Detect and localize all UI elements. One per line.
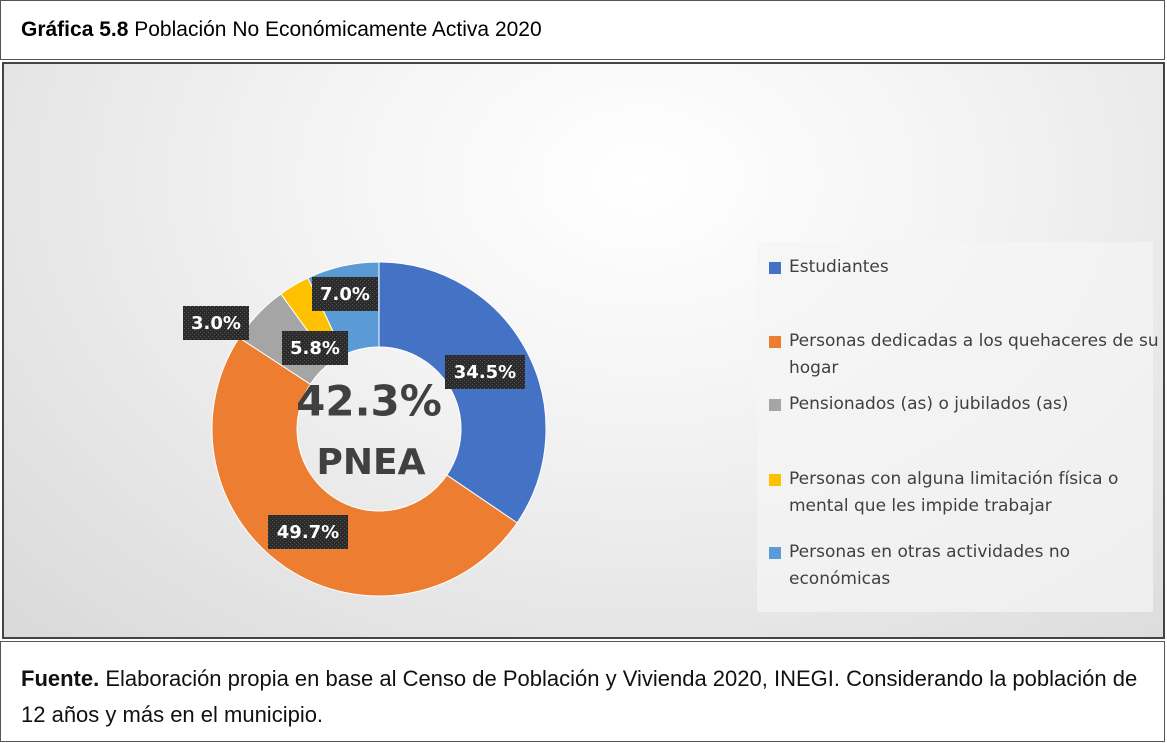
data-label-box — [183, 306, 249, 340]
source-note: Fuente. Elaboración propia en base al Ce… — [0, 641, 1165, 742]
chart-area: 34.5% 49.7% 5.8% 3.0% 7.0% 42.3% PNEA Estudian… — [2, 62, 1165, 639]
legend-label: Estudiantes — [789, 257, 889, 277]
legend-label: Personas en otras actividades no económi… — [789, 542, 1071, 589]
data-label: 5.8% — [290, 338, 340, 359]
legend-swatch — [769, 262, 781, 274]
chart-title: Población No Económicamente Activa 2020 — [134, 18, 542, 41]
data-label: 3.0% — [191, 313, 241, 334]
data-label: 34.5% — [454, 362, 516, 383]
legend-label: Pensionados (as) o jubilados (as) — [789, 394, 1069, 414]
legend-swatch — [769, 547, 781, 559]
title-bar: Gráfica 5.8 Población No Económicamente … — [0, 0, 1165, 60]
source-prefix: Fuente. — [21, 666, 100, 691]
legend-entry: Personas en otras actividades no económi… — [769, 539, 1159, 593]
center-annotation: 42.3% — [296, 377, 442, 426]
data-label-box — [268, 515, 348, 549]
legend-label: Personas con alguna limitación física o … — [789, 469, 1119, 516]
center-annotation: PNEA — [317, 442, 426, 483]
source-text: Elaboración propia en base al Censo de P… — [21, 666, 1138, 727]
data-label: 49.7% — [277, 522, 339, 543]
chart: 34.5% 49.7% 5.8% 3.0% 7.0% 42.3% PNEA — [183, 261, 547, 597]
legend-label: Personas dedicadas a los quehaceres de s… — [789, 331, 1159, 378]
legend-entry: Personas dedicadas a los quehaceres de s… — [769, 328, 1159, 382]
legend-swatch — [769, 399, 781, 411]
legend-entry: Pensionados (as) o jubilados (as) — [769, 391, 1159, 418]
legend-entry: Estudiantes — [769, 254, 1159, 281]
legend-swatch — [769, 336, 781, 348]
legend-entry: Personas con alguna limitación física o … — [769, 466, 1159, 520]
donut-segment — [378, 261, 547, 524]
legend-swatch — [769, 474, 781, 486]
data-label-box — [312, 277, 378, 311]
legend: Estudiantes Personas dedicadas a los queh… — [757, 242, 1159, 612]
title-prefix: Gráfica 5.8 — [21, 18, 129, 41]
data-label: 7.0% — [320, 284, 370, 305]
data-label-box — [445, 355, 525, 389]
data-label-box — [282, 331, 348, 365]
